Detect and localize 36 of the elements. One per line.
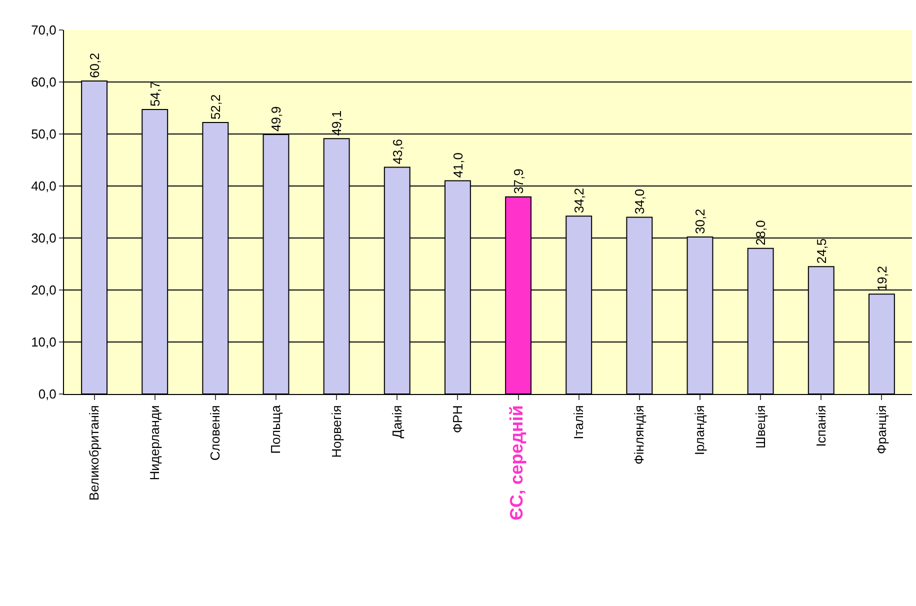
data-label: 19,2 [874, 266, 890, 292]
data-label: 34,0 [632, 188, 648, 214]
x-tick-label: Фінляндія [632, 405, 647, 464]
y-tick-label: 20,0 [31, 282, 56, 298]
x-tick-label: Швеція [752, 405, 768, 448]
data-label: 49,1 [329, 110, 344, 136]
x-tick-label: Ірландія [692, 405, 708, 456]
x-tick-label: Норвегія [328, 405, 344, 458]
x-tick-label: Словенія [208, 405, 223, 461]
y-tick-label: 60,0 [31, 74, 56, 90]
x-tick-label: Польща [268, 404, 284, 454]
x-tick-label: Нидерланди [147, 405, 162, 480]
x-tick-label: Італія [571, 405, 586, 440]
data-label: 49,9 [268, 106, 284, 132]
data-label: 60,2 [86, 52, 102, 78]
data-label: 28,0 [753, 220, 768, 246]
x-tick-label: Франція [874, 405, 889, 454]
data-label: 52,2 [208, 94, 224, 120]
x-tick-label: Данія [389, 405, 404, 438]
y-tick-label: 70,0 [31, 22, 56, 38]
y-tick-label: 30,0 [31, 230, 56, 246]
data-label: 37,9 [510, 168, 526, 194]
y-tick-label: 40,0 [31, 178, 56, 194]
y-tick-label: 50,0 [31, 126, 56, 142]
data-label: 24,5 [814, 238, 829, 264]
y-tick-label: 10,0 [31, 334, 56, 350]
data-label: 34,2 [571, 188, 586, 214]
data-label: 54,7 [147, 81, 162, 107]
data-label: 41,0 [450, 152, 466, 178]
x-tick-label: Іспанія [813, 405, 828, 447]
x-tick-label: Великобританія [86, 405, 102, 501]
x-tick-label: ЄС, середній [506, 405, 527, 520]
data-label: 30,2 [692, 208, 708, 234]
x-tick-label: ФРН [450, 405, 465, 434]
y-tick-label: 0,0 [38, 386, 56, 402]
data-label: 43,6 [390, 139, 405, 164]
